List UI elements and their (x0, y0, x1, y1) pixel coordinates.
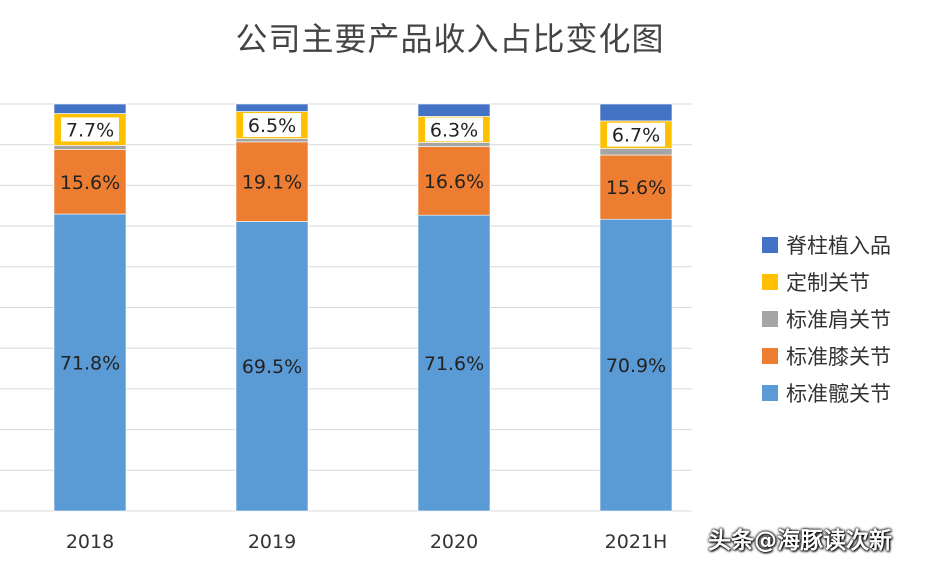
legend-item: 标准膝关节 (762, 337, 922, 374)
bar-segment (599, 154, 673, 220)
legend-swatch (762, 310, 778, 327)
bar-segment (53, 213, 127, 512)
data-label: 6.7% (612, 125, 660, 147)
data-label: 71.8% (60, 353, 120, 375)
data-label: 69.5% (242, 356, 302, 378)
data-label-box (425, 117, 483, 142)
data-label: 15.6% (60, 172, 120, 194)
bar-segment (53, 149, 127, 215)
legend-swatch (762, 347, 778, 364)
legend-item: 标准肩关节 (762, 300, 922, 337)
legend-swatch (762, 273, 778, 290)
data-label-box (61, 117, 119, 142)
watermark-text: 头条@海豚读次新 (708, 528, 892, 554)
bar-segment (417, 103, 491, 117)
bar-segment (599, 103, 673, 122)
bar-segment (235, 138, 309, 143)
legend-swatch (762, 384, 778, 401)
data-label-box (243, 113, 301, 138)
legend-label: 标准肩关节 (786, 307, 891, 332)
bar-segment (417, 142, 491, 147)
legend-label: 标准髋关节 (786, 381, 891, 406)
data-label: 6.3% (430, 119, 478, 141)
data-label: 70.9% (606, 355, 666, 377)
bar-segment (235, 141, 309, 222)
x-tick-label: 2019 (248, 531, 296, 553)
bar-segment (599, 218, 673, 512)
bar-segment (235, 221, 309, 512)
legend-item: 定制关节 (762, 263, 922, 300)
x-tick-label: 2020 (430, 531, 478, 553)
chart-legend: 脊柱植入品定制关节标准肩关节标准膝关节标准髋关节 (762, 226, 922, 411)
data-label: 16.6% (424, 171, 484, 193)
x-tick-label: 2021H (605, 531, 668, 553)
x-tick-label: 2018 (66, 531, 114, 553)
legend-item: 脊柱植入品 (762, 226, 922, 263)
legend-label: 脊柱植入品 (786, 233, 891, 258)
data-label: 6.5% (248, 115, 296, 137)
data-label: 7.7% (66, 119, 114, 141)
bar-segment (599, 148, 673, 156)
bar-segment (417, 146, 491, 216)
legend-label: 标准膝关节 (786, 344, 891, 369)
bar-segment (53, 145, 127, 150)
data-label: 15.6% (606, 177, 666, 199)
bar-segment (53, 103, 127, 114)
bar-segment (235, 103, 309, 112)
data-label: 71.6% (424, 353, 484, 375)
legend-item: 标准髋关节 (762, 374, 922, 411)
legend-label: 定制关节 (786, 270, 870, 295)
legend-swatch (762, 236, 778, 253)
data-label-box (607, 122, 665, 147)
chart-title: 公司主要产品收入占比变化图 (235, 20, 665, 58)
data-label: 19.1% (242, 172, 302, 194)
